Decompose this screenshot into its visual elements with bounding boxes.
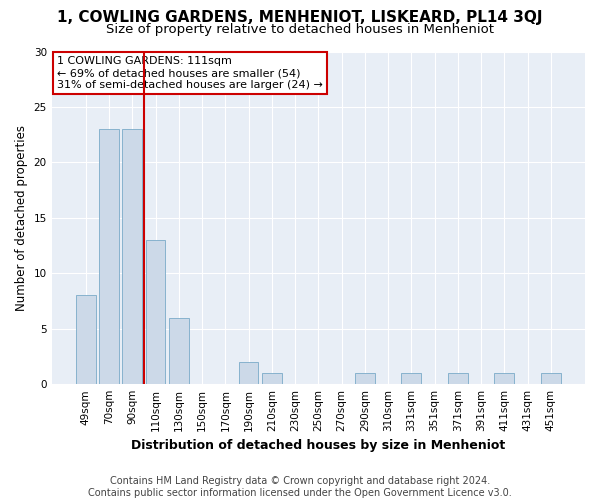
Text: 1, COWLING GARDENS, MENHENIOT, LISKEARD, PL14 3QJ: 1, COWLING GARDENS, MENHENIOT, LISKEARD,… [57,10,543,25]
Bar [99,129,119,384]
Bar [262,373,282,384]
Text: 1 COWLING GARDENS: 111sqm
← 69% of detached houses are smaller (54)
31% of semi-: 1 COWLING GARDENS: 111sqm ← 69% of detac… [57,56,323,90]
Bar [541,373,561,384]
Text: Size of property relative to detached houses in Menheniot: Size of property relative to detached ho… [106,22,494,36]
Bar [239,362,259,384]
Bar [401,373,421,384]
Bar [76,296,95,384]
Bar [494,373,514,384]
Y-axis label: Number of detached properties: Number of detached properties [15,125,28,311]
Bar [448,373,468,384]
Bar [355,373,375,384]
Bar [169,318,188,384]
X-axis label: Distribution of detached houses by size in Menheniot: Distribution of detached houses by size … [131,440,505,452]
Bar [146,240,166,384]
Text: Contains HM Land Registry data © Crown copyright and database right 2024.
Contai: Contains HM Land Registry data © Crown c… [88,476,512,498]
Bar [122,129,142,384]
